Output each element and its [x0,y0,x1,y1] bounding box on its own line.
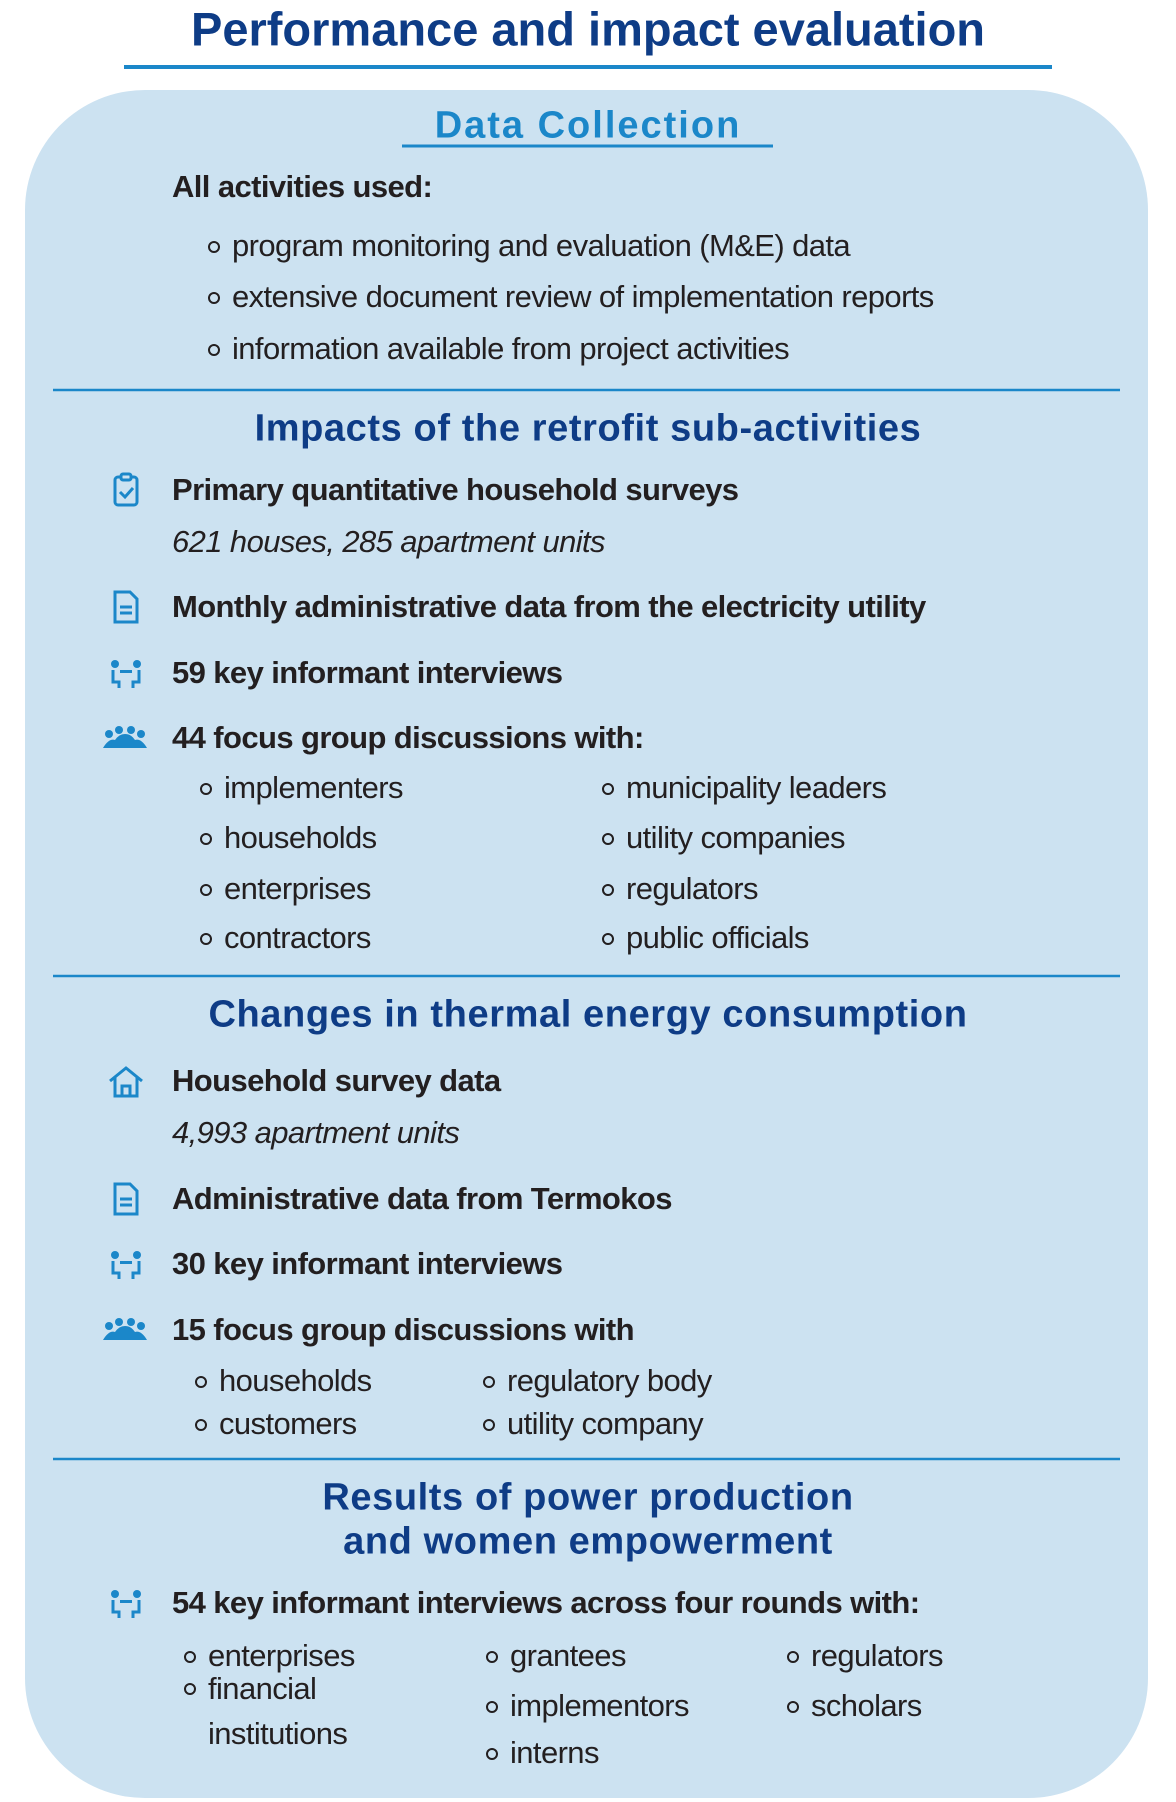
bullet: utility company [482,1406,704,1441]
bullet: financial institutions [184,1666,408,1756]
bullet: enterprises [184,1638,355,1673]
item: 59 key informant interviews [172,655,563,690]
bullet: implementors [486,1688,689,1723]
bullet: information available from project activ… [207,331,790,366]
bullet: customers [195,1406,357,1441]
item: 30 key informant interviews [172,1246,563,1281]
bullet: contractors [200,920,371,955]
item: Administrative data from Termokos [172,1181,672,1216]
title: Performance and impact evaluation [190,2,986,56]
bullet: scholars [787,1688,922,1723]
item-detail: 4,993 apartment units [172,1115,460,1150]
bullet: program monitoring and evaluation (M&E) … [207,228,851,263]
section-heading: Changes in thermal energy consumption [208,993,968,1036]
bullet: grantees [486,1638,626,1673]
section-heading: Data Collection [434,104,742,147]
bullet: regulators [602,871,758,906]
bullet: regulators [787,1638,943,1673]
item: Primary quantitative household surveys [172,472,739,507]
bullet: municipality leaders [601,770,887,805]
bullet: public officials [602,920,809,955]
bullet: implementers [200,770,403,805]
bullet: extensive document review of implementat… [208,279,934,314]
panel [25,90,1148,1798]
item: Monthly administrative data from the ele… [172,589,926,624]
item: 15 focus group discussions with [172,1312,635,1347]
item: Household survey data [172,1063,501,1098]
bullet: enterprises [200,871,371,906]
section-heading: Impacts of the retrofit sub-activities [254,407,922,450]
item-detail: 621 houses, 285 apartment units [172,524,606,559]
intro: All activities used: [172,169,433,204]
bullet: interns [486,1735,599,1770]
section-heading: and women empowerment [343,1520,833,1563]
item: 54 key informant interviews across four … [172,1585,920,1620]
bullet: households [195,1363,372,1398]
section-heading: Results of power production [322,1476,854,1519]
bullet: households [200,820,377,855]
bullet: regulatory body [483,1363,712,1398]
bullet: utility companies [602,820,846,855]
item: 44 focus group discussions with: [172,720,644,755]
